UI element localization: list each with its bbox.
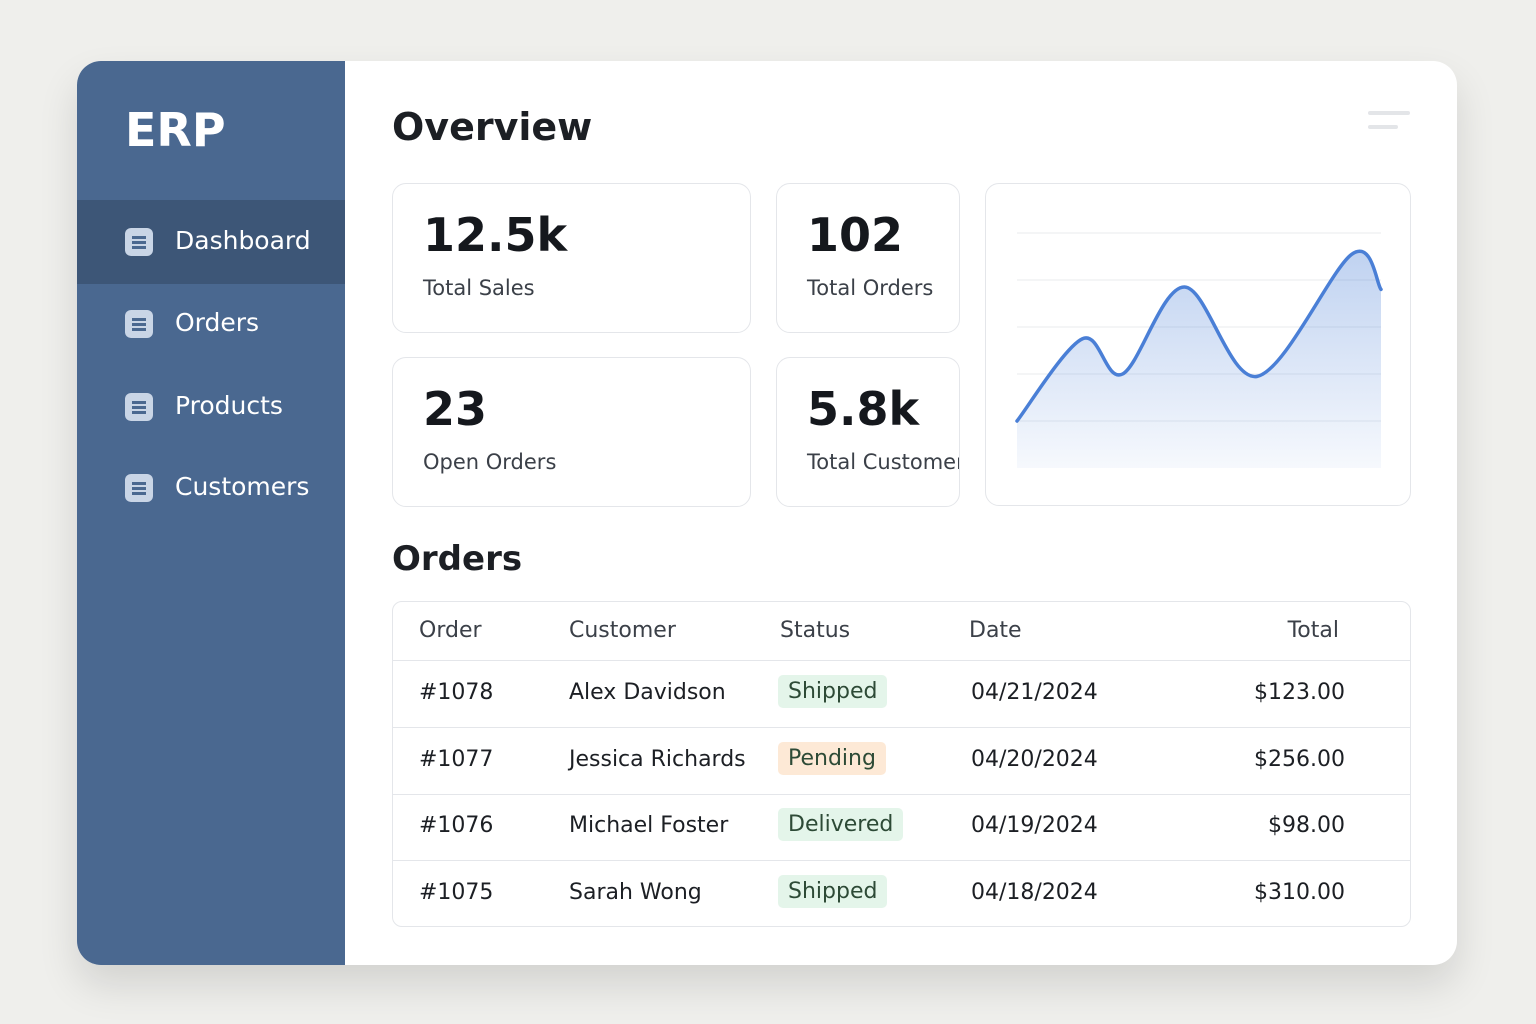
table-cell: Michael Foster	[569, 813, 729, 838]
column-header: Order	[419, 618, 482, 643]
area-fill	[1017, 251, 1381, 468]
column-header: Customer	[569, 618, 676, 643]
app-window: ERP Dashboard Orders Products Customers Ove…	[77, 61, 1457, 965]
nav-label: Orders	[175, 308, 260, 337]
stat-card: 23 Open Orders	[392, 357, 751, 507]
nav-item[interactable]: Orders	[77, 282, 345, 366]
menu-button[interactable]	[1368, 111, 1412, 131]
nav-item[interactable]: Customers	[77, 446, 345, 530]
section-title: Orders	[392, 539, 523, 579]
brand: ERP	[125, 103, 226, 157]
column-header: Status	[780, 618, 851, 643]
nav-item[interactable]: Products	[77, 365, 345, 449]
stat-value: 12.5k	[423, 208, 568, 262]
stat-label: Open Orders	[423, 450, 557, 474]
stat-label: Total Customers	[807, 450, 960, 474]
nav-label: Products	[175, 391, 283, 420]
status-badge: Shipped	[778, 675, 888, 708]
table-cell: #1078	[419, 680, 494, 705]
column-header: Date	[969, 618, 1022, 643]
table-cell: 04/19/2024	[971, 813, 1098, 838]
nav-item[interactable]: Dashboard	[77, 200, 345, 284]
table-row[interactable]: #1076 Michael Foster Delivered 04/19/2024 $9…	[393, 794, 1410, 861]
line	[1015, 249, 1383, 423]
stat-card: 5.8k Total Customers	[776, 357, 960, 507]
table-cell: #1076	[419, 813, 494, 838]
table-cell: $98.00	[1268, 813, 1345, 838]
table-cell: #1075	[419, 879, 494, 905]
orders-table: Order Customer Status Date Total #1078 Alex Da…	[392, 601, 1411, 927]
table-cell: 04/20/2024	[971, 746, 1098, 772]
nav-icon	[125, 228, 153, 256]
table-cell: Jessica Richards	[569, 746, 746, 772]
stat-card: 12.5k Total Sales	[392, 183, 751, 333]
table-header: Order Customer Status Date Total	[393, 602, 1410, 661]
stat-value: 102	[807, 208, 904, 262]
table-cell: #1077	[419, 746, 494, 772]
nav-icon	[125, 474, 153, 502]
nav-label: Dashboard	[175, 226, 311, 255]
status-badge: Pending	[778, 741, 886, 775]
table-cell: 04/21/2024	[971, 680, 1098, 705]
table-row[interactable]: #1077 Jessica Richards Pending 04/20/2024 $2…	[393, 728, 1410, 795]
table-cell: Sarah Wong	[569, 879, 702, 905]
nav-icon	[125, 310, 153, 338]
table-cell: 04/18/2024	[971, 879, 1098, 905]
stat-label: Total Orders	[807, 276, 934, 300]
page-title: Overview	[392, 105, 593, 149]
table-row[interactable]: #1078 Alex Davidson Shipped 04/21/2024 $123.…	[393, 661, 1410, 728]
table-row[interactable]: #1075 Sarah Wong Shipped 04/18/2024 $310.00	[393, 861, 1410, 927]
stat-label: Total Sales	[423, 276, 535, 300]
column-header: Total	[1287, 618, 1339, 643]
stat-value: 5.8k	[807, 382, 920, 436]
table-cell: $123.00	[1254, 680, 1345, 705]
status-badge: Delivered	[778, 808, 904, 841]
table-cell: $310.00	[1254, 879, 1345, 905]
nav-label: Customers	[175, 472, 310, 501]
stat-value: 23	[423, 382, 488, 436]
chart	[1015, 232, 1383, 468]
stat-card: 102 Total Orders	[776, 183, 960, 333]
table-cell: $256.00	[1254, 746, 1345, 772]
table-cell: Alex Davidson	[569, 680, 726, 705]
chart-card	[985, 183, 1411, 506]
status-badge: Shipped	[778, 874, 888, 908]
nav-icon	[125, 393, 153, 421]
sidebar: ERP Dashboard Orders Products Customers	[77, 61, 345, 965]
